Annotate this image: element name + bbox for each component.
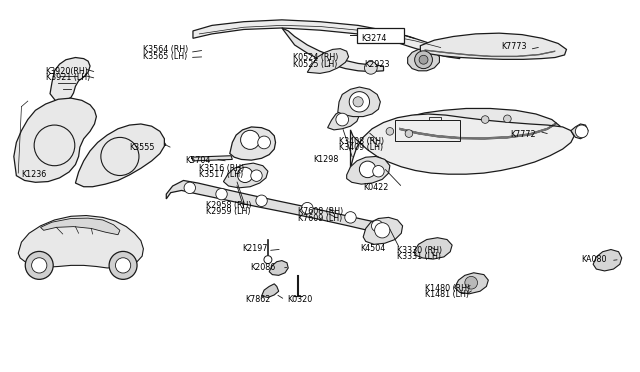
Polygon shape	[338, 87, 380, 116]
Polygon shape	[19, 215, 143, 268]
Polygon shape	[571, 124, 588, 139]
Circle shape	[115, 258, 131, 273]
Text: K3516 (RH): K3516 (RH)	[199, 164, 244, 173]
Polygon shape	[76, 124, 164, 187]
Polygon shape	[347, 157, 390, 184]
Circle shape	[264, 256, 272, 264]
Circle shape	[374, 223, 390, 238]
Text: K0524 (RH): K0524 (RH)	[293, 53, 339, 62]
Circle shape	[251, 170, 262, 182]
Text: K3920(RH): K3920(RH)	[45, 67, 88, 76]
Circle shape	[504, 115, 511, 123]
Circle shape	[353, 97, 363, 107]
Circle shape	[364, 61, 377, 74]
Text: K4504: K4504	[361, 244, 386, 253]
Text: K0320: K0320	[287, 295, 312, 304]
Text: K7609 (LH): K7609 (LH)	[298, 214, 342, 222]
Text: K3274: K3274	[362, 34, 387, 43]
Polygon shape	[454, 273, 488, 294]
Text: K7862: K7862	[245, 295, 271, 304]
Polygon shape	[363, 217, 403, 244]
Circle shape	[419, 55, 428, 64]
Text: K3565 (LH): K3565 (LH)	[143, 52, 188, 61]
Text: K7772: K7772	[511, 130, 536, 139]
Text: K3921 (LH): K3921 (LH)	[45, 73, 90, 82]
Text: K3564 (RH): K3564 (RH)	[143, 45, 189, 54]
Text: K3408 (RH): K3408 (RH)	[339, 137, 384, 146]
Polygon shape	[40, 218, 120, 235]
Circle shape	[481, 116, 489, 124]
Text: KA080: KA080	[582, 254, 607, 264]
Polygon shape	[420, 33, 566, 60]
Text: K3330 (RH): K3330 (RH)	[397, 246, 443, 255]
Circle shape	[360, 161, 376, 178]
Text: K5704: K5704	[186, 156, 211, 166]
Text: K1481 (LH): K1481 (LH)	[425, 291, 469, 299]
Polygon shape	[230, 127, 276, 160]
Polygon shape	[139, 142, 166, 147]
Text: K0525 (LH): K0525 (LH)	[293, 60, 338, 69]
Circle shape	[349, 92, 369, 112]
Polygon shape	[269, 260, 288, 275]
Circle shape	[465, 276, 477, 289]
Polygon shape	[192, 156, 232, 161]
Text: K1298: K1298	[314, 154, 339, 164]
Circle shape	[405, 130, 413, 137]
Polygon shape	[14, 98, 97, 182]
Circle shape	[184, 182, 195, 193]
Text: K3555: K3555	[129, 144, 155, 153]
Polygon shape	[223, 163, 268, 188]
Circle shape	[101, 137, 139, 176]
Polygon shape	[166, 180, 393, 235]
Circle shape	[237, 167, 253, 183]
Text: K1236: K1236	[22, 170, 47, 179]
Polygon shape	[282, 28, 383, 71]
Circle shape	[216, 188, 227, 200]
Text: K3517 (LH): K3517 (LH)	[199, 170, 244, 179]
Circle shape	[415, 51, 433, 68]
Polygon shape	[307, 49, 349, 73]
Circle shape	[575, 125, 588, 138]
Text: K3331 (LH): K3331 (LH)	[397, 252, 442, 262]
Circle shape	[258, 136, 271, 149]
Bar	[357, 28, 404, 43]
Polygon shape	[593, 250, 621, 271]
Text: K2086: K2086	[250, 263, 275, 272]
Circle shape	[256, 195, 268, 206]
Circle shape	[336, 113, 349, 126]
Circle shape	[386, 128, 394, 135]
Text: K2958 (RH): K2958 (RH)	[205, 201, 251, 210]
Circle shape	[301, 202, 313, 214]
Polygon shape	[408, 49, 440, 71]
Circle shape	[109, 251, 137, 279]
Text: K3409 (LH): K3409 (LH)	[339, 144, 383, 153]
Circle shape	[372, 166, 384, 177]
Text: K7773: K7773	[501, 42, 527, 51]
Polygon shape	[193, 20, 460, 59]
Polygon shape	[351, 114, 574, 174]
Circle shape	[241, 130, 260, 150]
Text: K0422: K0422	[363, 183, 388, 192]
Text: K7608 (RH): K7608 (RH)	[298, 207, 344, 217]
Text: K1480 (RH): K1480 (RH)	[425, 284, 470, 293]
Circle shape	[25, 251, 53, 279]
Text: K2923: K2923	[364, 60, 390, 69]
Polygon shape	[328, 109, 360, 130]
Text: K2959 (LH): K2959 (LH)	[205, 207, 250, 217]
Polygon shape	[50, 58, 90, 102]
Polygon shape	[414, 238, 452, 259]
Circle shape	[31, 258, 47, 273]
Polygon shape	[262, 284, 278, 298]
Polygon shape	[395, 109, 560, 145]
Circle shape	[371, 220, 383, 232]
Circle shape	[345, 212, 356, 223]
Circle shape	[34, 125, 75, 166]
Text: K2197: K2197	[243, 244, 268, 253]
